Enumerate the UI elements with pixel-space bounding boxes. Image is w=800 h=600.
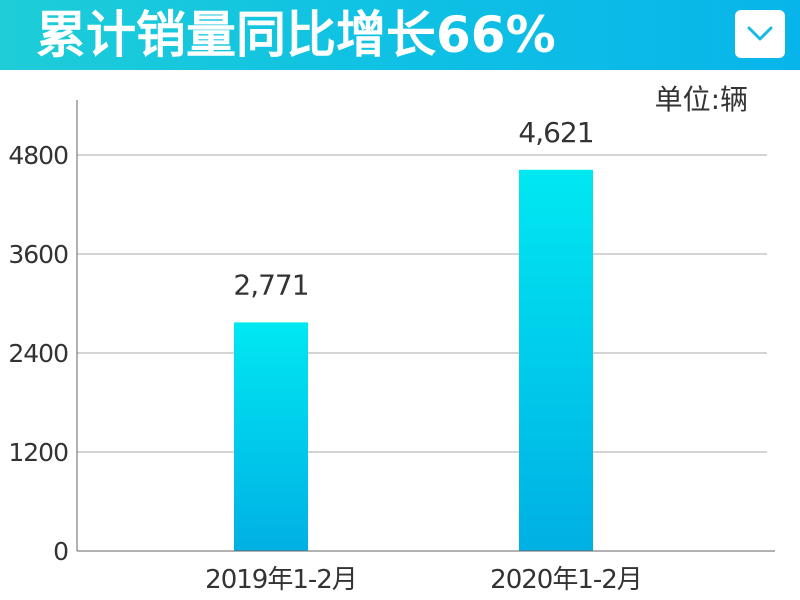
y-axis-tick-labels: 0 1200 2400 3600 4800 [8, 141, 69, 566]
header-banner: 累计销量同比增长66% [0, 0, 800, 70]
axes [76, 100, 775, 552]
bars [234, 169, 593, 551]
y-tick-label: 0 [53, 537, 68, 566]
dropdown-toggle-button[interactable] [735, 10, 785, 58]
bar-value-label: 2,771 [233, 268, 308, 301]
x-category-label: 2020年1-2月 [490, 565, 642, 595]
chevron-down-icon [747, 26, 773, 41]
gridlines [77, 154, 767, 453]
y-tick-label: 2400 [8, 339, 68, 368]
y-tick-label: 3600 [8, 240, 68, 269]
bar-1 [234, 322, 308, 551]
y-tick-label: 1200 [8, 438, 68, 467]
bar-value-label: 4,621 [518, 116, 593, 149]
page-title: 累计销量同比增长66% [36, 6, 556, 64]
unit-label: 单位:辆 [654, 83, 748, 116]
x-category-label: 2019年1-2月 [205, 565, 357, 595]
category-labels: 2019年1-2月 2020年1-2月 [205, 565, 643, 595]
value-labels: 2,771 4,621 [233, 116, 594, 302]
y-tick-label: 4800 [8, 141, 68, 170]
bar-2 [519, 169, 593, 551]
